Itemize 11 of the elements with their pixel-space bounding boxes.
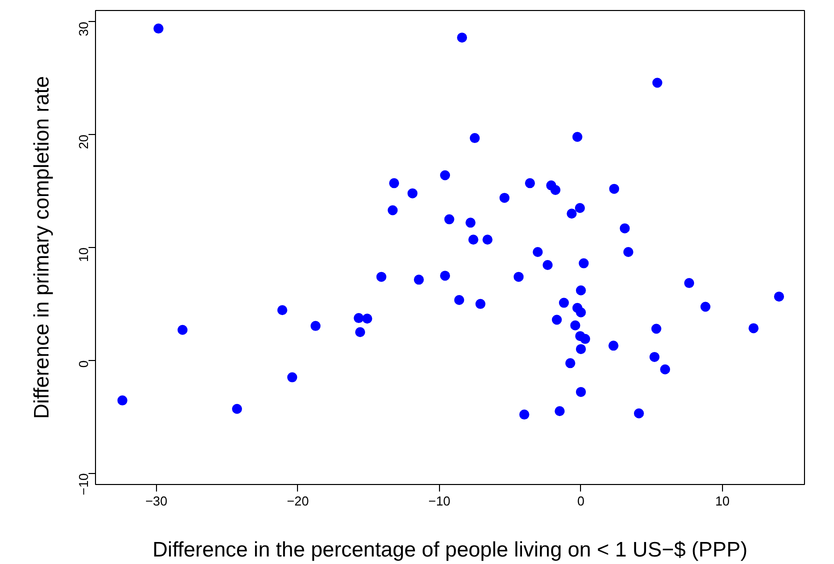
y-tick-label: 10 [76,247,91,262]
x-tick-label: −10 [428,494,450,508]
x-tick-label: −20 [286,494,309,508]
y-tick-label: 0 [76,360,91,368]
y-tick-label: 20 [76,134,91,150]
x-tick-label: 10 [715,494,730,508]
x-tick-label: 0 [577,494,585,508]
y-axis-title: Difference in primary completion rate [30,76,54,419]
y-tick-label: 30 [76,22,91,36]
x-tick-label: −30 [145,494,168,508]
x-axis-title: Difference in the percentage of people living on < 1 US−$ (PPP) [152,538,748,562]
